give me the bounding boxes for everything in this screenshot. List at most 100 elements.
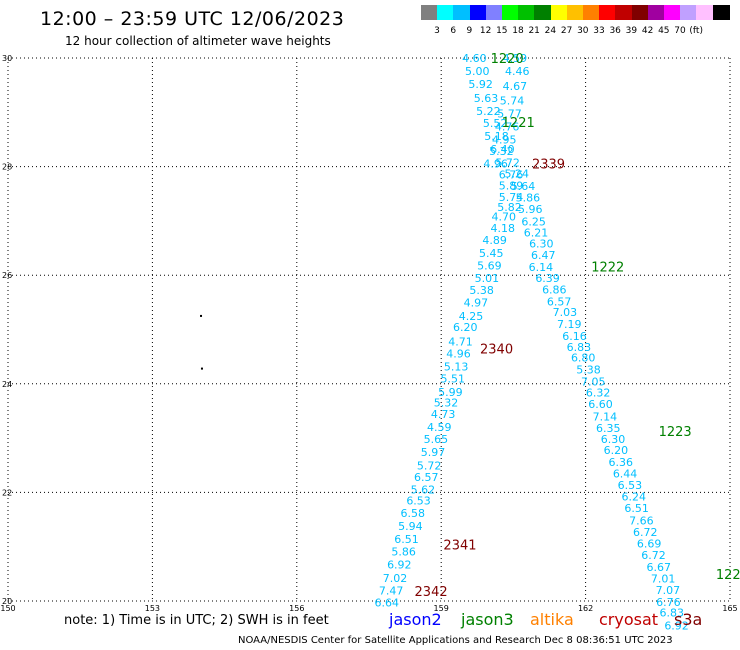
wave-height-label: 6.20 (604, 444, 629, 457)
color-swatch (712, 5, 730, 20)
wave-height-label: 6.58 (401, 507, 426, 520)
color-scale-label: 15 (496, 26, 508, 36)
wave-height-label: 6.35 (596, 422, 621, 435)
wave-height-label: 7.66 (629, 515, 654, 528)
wave-height-label: 4.97 (464, 296, 489, 309)
wave-height-label: 4.70 (492, 211, 517, 224)
wave-height-label: 6.57 (414, 471, 439, 484)
color-scale-label: 6 (450, 26, 457, 36)
color-scale-label: 45 (658, 26, 670, 36)
color-scale-label: 3 (434, 26, 440, 36)
x-tick-label: 162 (578, 604, 593, 613)
wave-height-label: 5.82 (497, 201, 522, 214)
wave-height-label: 5.94 (398, 520, 423, 533)
color-swatch (485, 5, 503, 20)
color-swatch (502, 5, 519, 20)
color-scale-label: 27 (560, 26, 573, 36)
wave-height-label: 6.72 (633, 526, 658, 539)
color-swatch (696, 5, 714, 20)
wave-height-label: 6.30 (601, 433, 626, 446)
wave-height-label: 4.18 (491, 222, 516, 235)
chart-subtitle: 12 hour collection of altimeter wave hei… (65, 34, 331, 48)
wave-height-label: 5.99 (438, 386, 463, 399)
pass-time-label: 1222 (591, 261, 624, 276)
color-swatch (534, 5, 552, 20)
wave-height-label: 4.67 (503, 80, 528, 93)
wave-height-label: 7.01 (651, 573, 676, 586)
wave-height-label: 7.03 (553, 306, 578, 319)
color-swatch (518, 5, 536, 20)
wave-height-label: 5.86 (516, 192, 541, 205)
wave-height-label: 6.92 (387, 559, 412, 572)
wave-height-label: 5.72 (417, 459, 442, 472)
wave-height-label: 5.32 (434, 396, 459, 409)
wave-height-label: 4.96 (483, 157, 508, 170)
satellite-legend-s3a: s3a (674, 610, 703, 629)
wave-height-label: 5.52 (483, 117, 508, 130)
color-swatch (583, 5, 600, 20)
x-tick-label: 150 (0, 604, 15, 613)
wave-height-label: 6.39 (535, 272, 560, 285)
pass-time-label: 1221 (502, 116, 535, 131)
wave-height-label: 5.01 (475, 272, 500, 285)
color-scale-label: 39 (625, 26, 638, 36)
chart-title: 12:00 – 23:59 UTC 12/06/2023 (40, 8, 345, 30)
color-scale-label: 24 (544, 26, 557, 36)
wave-height-label: 5.38 (469, 284, 494, 297)
wave-height-label: 6.67 (647, 561, 672, 574)
wave-height-label: 6.69 (637, 537, 662, 550)
wave-height-label: 6.14 (529, 261, 554, 274)
wave-height-label: 5.74 (500, 94, 525, 107)
wave-height-label: 5.38 (576, 364, 601, 377)
wave-height-label: 4.73 (431, 408, 456, 421)
wave-height-label: 4.60 (462, 52, 487, 65)
color-scale-label: 30 (577, 26, 589, 36)
wave-height-label: 6.76 (656, 596, 681, 609)
color-scale-label: 18 (512, 26, 524, 36)
wave-height-label: 4.95 (492, 133, 517, 146)
wave-height-label: 6.25 (521, 215, 546, 228)
wave-height-label: 7.19 (557, 318, 582, 331)
color-swatch (647, 5, 665, 20)
wave-height-label: 6.83 (567, 341, 592, 354)
wave-height-label: 6.44 (613, 467, 638, 480)
color-scale-label: 12 (479, 26, 492, 36)
satellite-legend-jason2: jason2 (389, 610, 442, 629)
y-tick-label: 20 (2, 597, 12, 606)
wave-height-label: 7.14 (593, 410, 618, 423)
wave-height-label: 6.57 (547, 295, 572, 308)
wave-height-label: 5.86 (391, 546, 416, 559)
pass-time-label: 1220 (491, 52, 524, 67)
y-tick-label: 24 (2, 380, 12, 389)
map-dot (200, 367, 203, 370)
color-scale-label: (ft) (689, 26, 703, 36)
wave-height-label: 4.71 (448, 335, 473, 348)
wave-height-label: 5.51 (441, 372, 466, 385)
pass-time-label: 1224 (716, 568, 740, 583)
wave-height-label: 6.86 (542, 283, 567, 296)
pass-time-label: 2340 (480, 343, 513, 358)
wave-height-label: 6.47 (531, 249, 556, 262)
wave-height-label: 4.25 (459, 310, 484, 323)
wave-height-label: 6.92 (664, 619, 689, 632)
pass-time-label: 2342 (415, 585, 448, 600)
wave-height-label: 5.00 (465, 65, 490, 78)
wave-height-label: 6.51 (394, 533, 419, 546)
wave-height-label: 4.59 (427, 421, 452, 434)
wave-height-label: 5.22 (476, 105, 501, 118)
wave-height-label: 4.76 (495, 120, 520, 133)
color-swatch (453, 5, 471, 20)
wave-height-label: 7.47 (379, 585, 404, 598)
wave-height-label: 5.77 (497, 107, 522, 120)
wave-height-label: 7.05 (581, 376, 606, 389)
color-swatch (599, 5, 617, 20)
wave-height-label: 5.92 (468, 78, 493, 91)
wave-height-label: 6.36 (608, 456, 633, 469)
wave-height-label: 5.24 (505, 168, 530, 181)
color-swatch (664, 5, 681, 20)
wave-height-label: 6.83 (660, 606, 685, 619)
color-swatch (680, 5, 698, 20)
wave-height-label: 7.02 (383, 572, 408, 585)
color-swatch (566, 5, 584, 20)
wave-height-label: 6.20 (453, 321, 478, 334)
